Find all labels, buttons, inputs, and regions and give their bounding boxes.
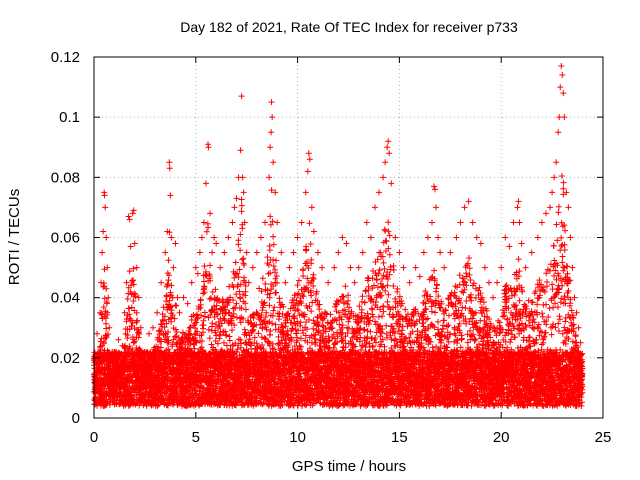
data-point <box>239 256 246 263</box>
data-point <box>201 289 208 296</box>
data-point <box>130 281 137 288</box>
data-point <box>237 231 244 238</box>
data-point <box>267 327 274 334</box>
data-point <box>297 319 304 326</box>
data-point <box>238 208 245 215</box>
data-point <box>200 322 207 329</box>
data-point <box>201 263 208 270</box>
data-point <box>232 259 239 266</box>
data-point <box>128 282 135 289</box>
data-point <box>310 325 317 332</box>
data-point <box>266 339 273 346</box>
data-point <box>303 246 310 253</box>
data-point <box>238 196 245 203</box>
data-point <box>259 275 266 282</box>
data-point <box>212 286 219 293</box>
data-point <box>270 241 277 248</box>
data-point <box>131 338 138 345</box>
data-point <box>121 357 128 364</box>
data-point <box>333 308 340 315</box>
data-point <box>237 295 244 302</box>
data-point <box>235 241 242 248</box>
data-point <box>126 268 133 275</box>
data-point <box>305 265 312 272</box>
data-point <box>206 295 213 302</box>
data-point <box>233 300 240 307</box>
data-point <box>273 257 280 264</box>
data-point <box>300 266 307 273</box>
data-point <box>226 337 233 344</box>
data-point <box>255 330 262 337</box>
data-point <box>237 336 244 343</box>
data-point <box>273 289 280 296</box>
data-point <box>100 304 107 311</box>
data-point <box>103 325 110 332</box>
data-point <box>130 339 137 346</box>
data-point <box>130 265 137 272</box>
data-point <box>205 224 212 231</box>
data-point <box>128 317 135 324</box>
data-point <box>165 257 172 264</box>
data-points <box>91 63 586 409</box>
data-point <box>306 220 313 227</box>
data-point <box>231 274 238 281</box>
data-point <box>270 262 277 269</box>
data-point <box>241 326 248 333</box>
data-point <box>223 332 230 339</box>
data-point <box>295 277 302 284</box>
data-point <box>102 315 109 322</box>
data-point <box>238 202 245 209</box>
data-point <box>128 304 135 311</box>
data-point <box>124 295 131 302</box>
data-point <box>126 311 133 318</box>
data-point <box>103 334 110 341</box>
data-point <box>233 291 240 298</box>
data-point <box>272 289 279 296</box>
data-point <box>129 347 136 354</box>
data-point <box>104 331 111 338</box>
data-point <box>327 311 334 318</box>
data-point <box>333 297 340 304</box>
data-point <box>294 282 301 289</box>
data-point <box>126 305 133 312</box>
data-point <box>262 280 269 287</box>
data-point <box>242 306 249 313</box>
data-point <box>132 291 139 298</box>
data-point <box>241 274 248 281</box>
data-point <box>103 300 110 307</box>
data-point <box>124 332 131 339</box>
data-point <box>101 340 108 347</box>
data-point <box>130 297 137 304</box>
data-point <box>269 320 276 327</box>
data-point <box>266 247 273 254</box>
data-point <box>101 295 108 302</box>
data-point <box>270 233 277 240</box>
data-point <box>209 320 216 327</box>
data-point <box>201 309 208 316</box>
data-point <box>274 310 281 317</box>
data-point <box>206 335 213 342</box>
data-point <box>130 277 137 284</box>
data-point <box>307 241 314 248</box>
data-point <box>295 307 302 314</box>
data-point <box>121 343 128 350</box>
data-point <box>126 326 133 333</box>
data-point <box>264 254 271 261</box>
data-point <box>127 288 134 295</box>
data-point <box>330 344 337 351</box>
data-point <box>209 289 216 296</box>
data-point <box>166 297 173 304</box>
data-point <box>173 302 180 309</box>
data-point <box>127 315 134 322</box>
data-point <box>237 247 244 254</box>
data-point <box>103 285 110 292</box>
data-point <box>203 228 210 235</box>
data-point <box>272 275 279 282</box>
data-point <box>205 326 212 333</box>
data-point <box>104 309 111 316</box>
data-point <box>129 319 136 326</box>
data-point <box>128 278 135 285</box>
data-point <box>207 262 214 269</box>
